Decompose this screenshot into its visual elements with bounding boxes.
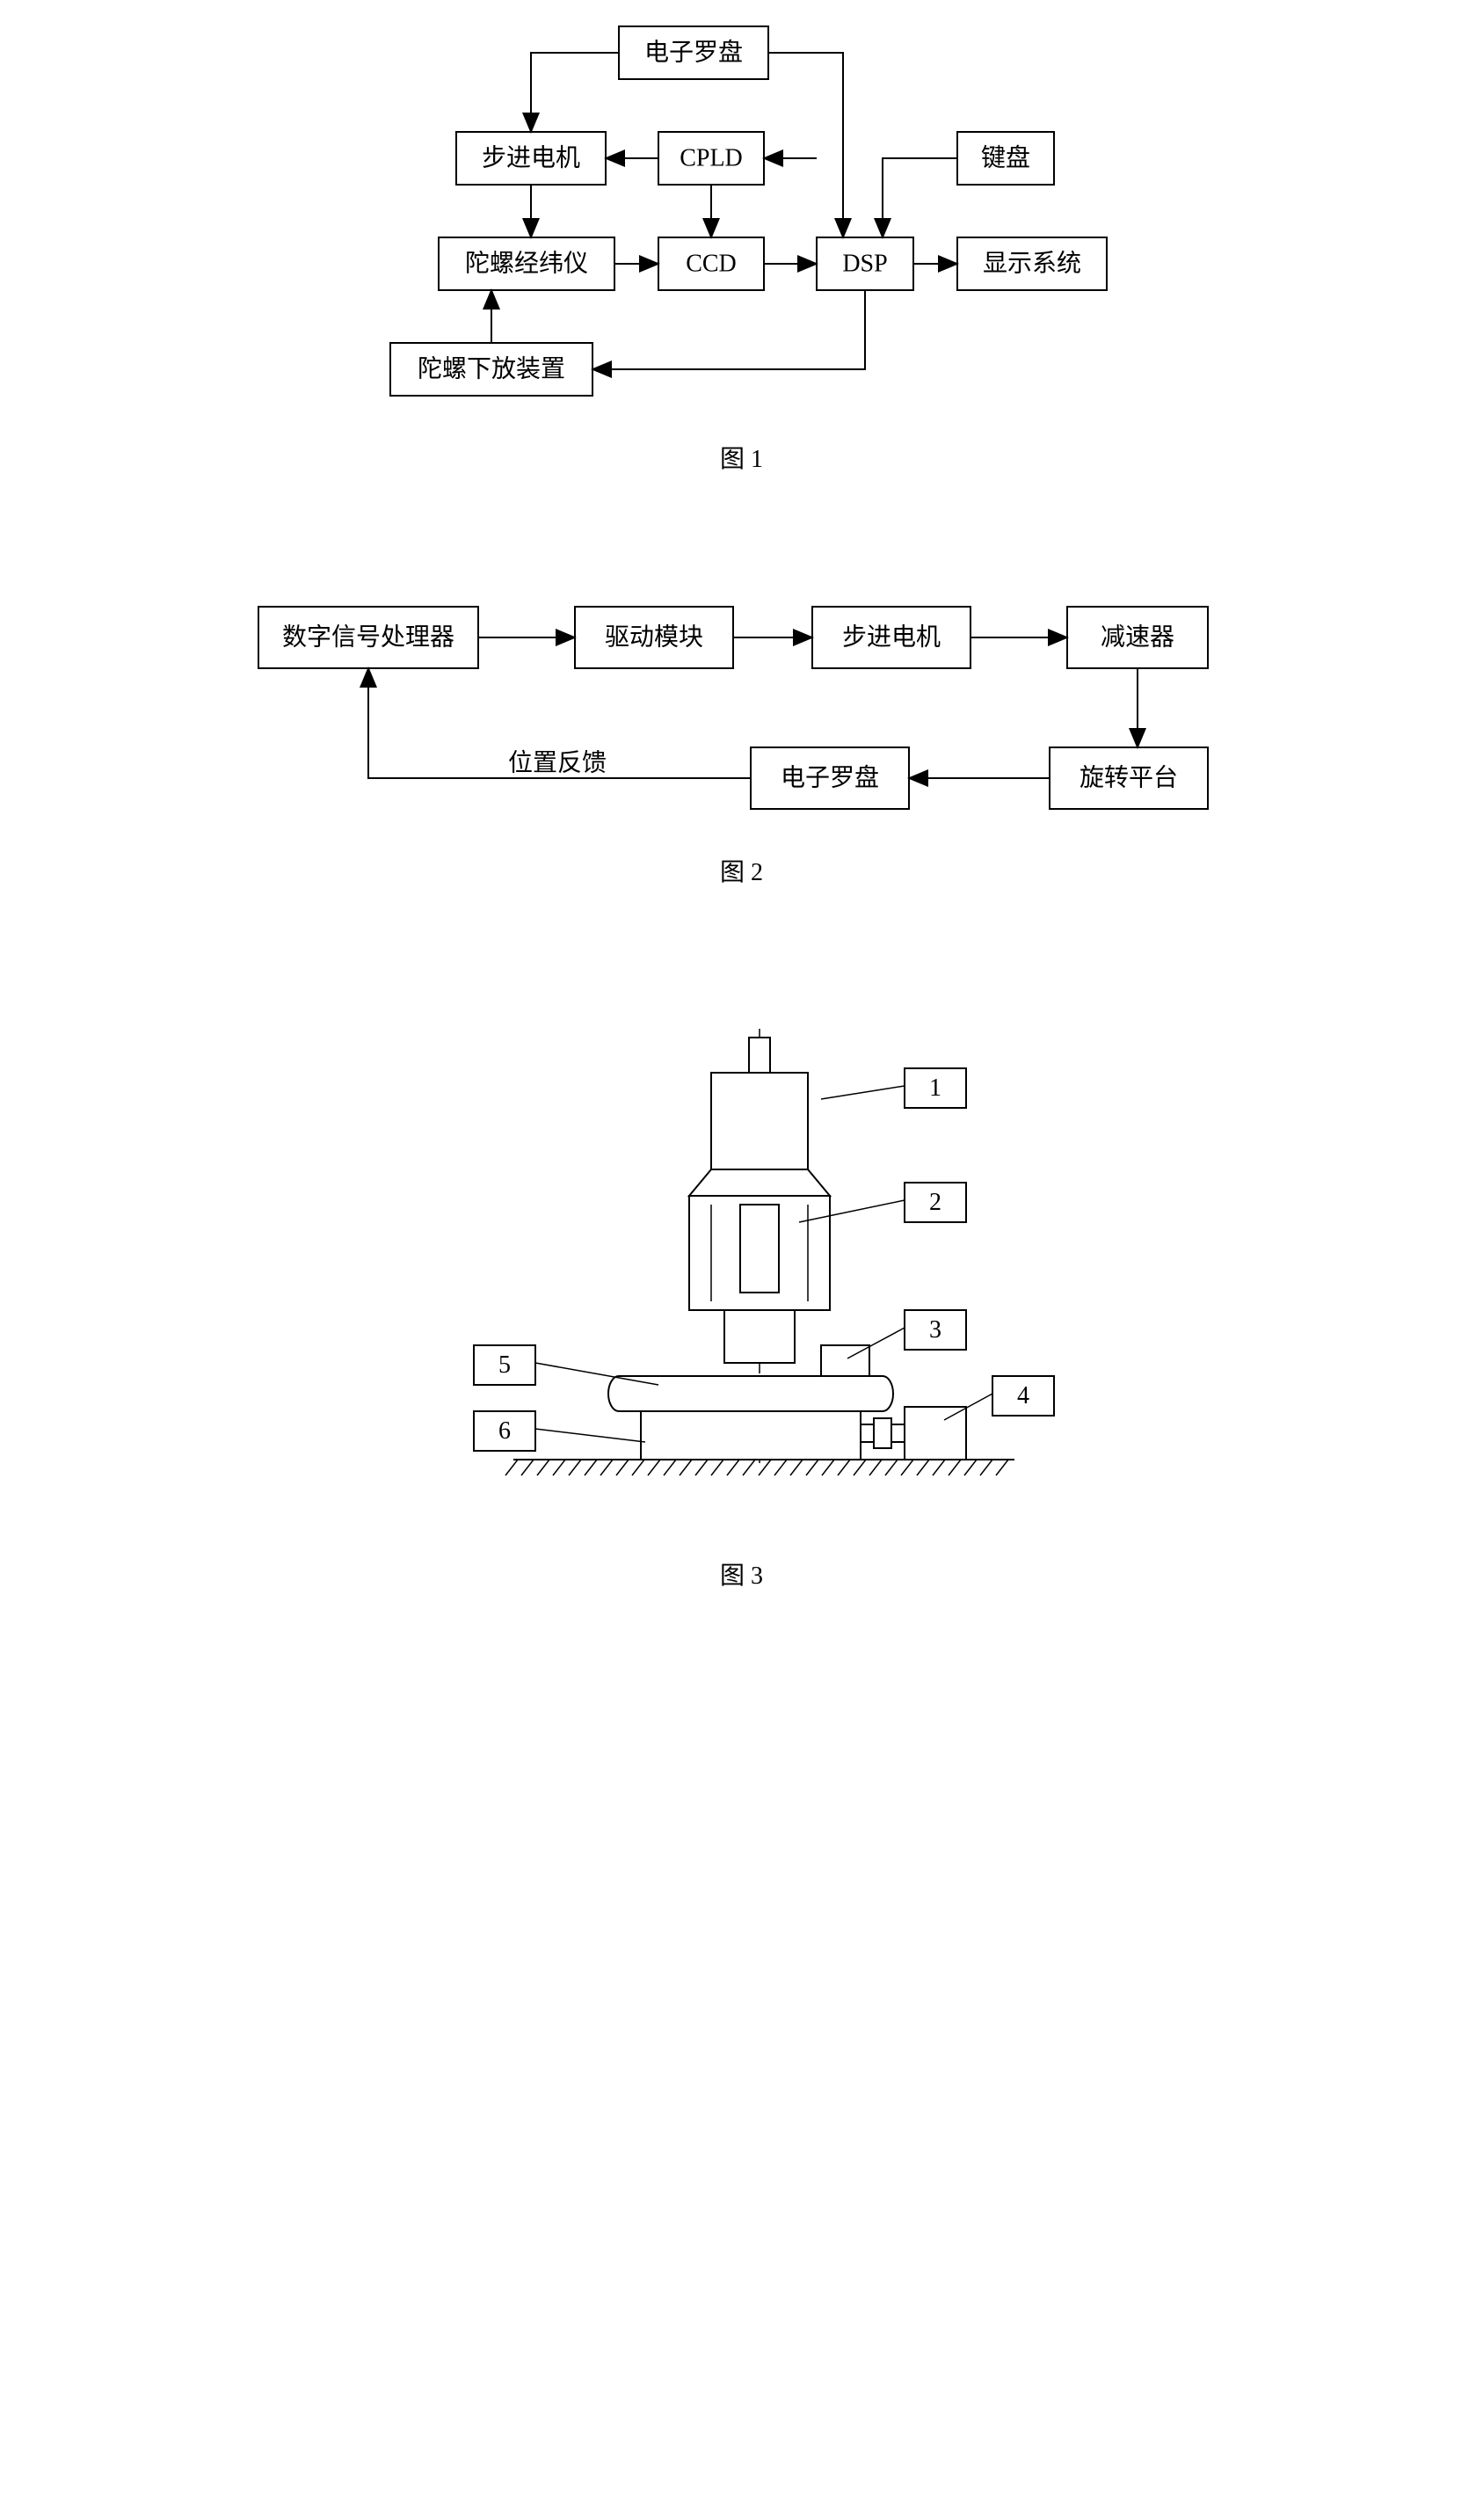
svg-text:1: 1 [929,1074,941,1102]
fig3-caption: 图 3 [18,1556,1465,1591]
svg-text:步进电机: 步进电机 [481,143,579,171]
svg-text:电子罗盘: 电子罗盘 [643,38,742,66]
svg-text:5: 5 [498,1351,511,1379]
fig3-svg: 1 2 3 4 5 6 [382,1011,1102,1539]
svg-text:6: 6 [498,1417,511,1445]
svg-text:陀螺下放装置: 陀螺下放装置 [417,354,564,382]
svg-text:数字信号处理器: 数字信号处理器 [281,623,454,651]
fig1-caption: 图 1 [18,440,1465,475]
svg-text:位置反馈: 位置反馈 [507,748,606,776]
svg-text:旋转平台: 旋转平台 [1079,763,1177,791]
svg-text:2: 2 [929,1189,941,1216]
fig1-svg: 电子罗盘步进电机 CPLD 键盘陀螺经纬仪 CCD DSP 显示系统陀螺下放装置 [311,18,1173,422]
fig2-svg: 数字信号处理器 驱动模块 步进电机 减速器电子罗盘 旋转平台 位置反馈 [250,598,1234,835]
svg-text:驱动模块: 驱动模块 [604,623,702,651]
figure-2: 数字信号处理器 驱动模块 步进电机 减速器电子罗盘 旋转平台 位置反馈 图 2 [18,598,1465,888]
svg-text:键盘: 键盘 [980,143,1029,171]
svg-text:CPLD: CPLD [680,144,743,171]
fig2-caption: 图 2 [18,853,1465,888]
svg-text:步进电机: 步进电机 [841,623,940,651]
svg-text:3: 3 [929,1316,941,1344]
figure-3: 1 2 3 4 5 6 图 3 [18,1011,1465,1591]
svg-text:4: 4 [1017,1382,1029,1409]
svg-text:电子罗盘: 电子罗盘 [780,763,878,791]
svg-text:显示系统: 显示系统 [982,249,1080,277]
svg-text:陀螺经纬仪: 陀螺经纬仪 [464,249,587,277]
svg-text:DSP: DSP [842,250,887,277]
figure-1: 电子罗盘步进电机 CPLD 键盘陀螺经纬仪 CCD DSP 显示系统陀螺下放装置 图 1 [18,18,1465,475]
svg-text:减速器: 减速器 [1100,623,1174,651]
svg-text:CCD: CCD [686,250,737,277]
